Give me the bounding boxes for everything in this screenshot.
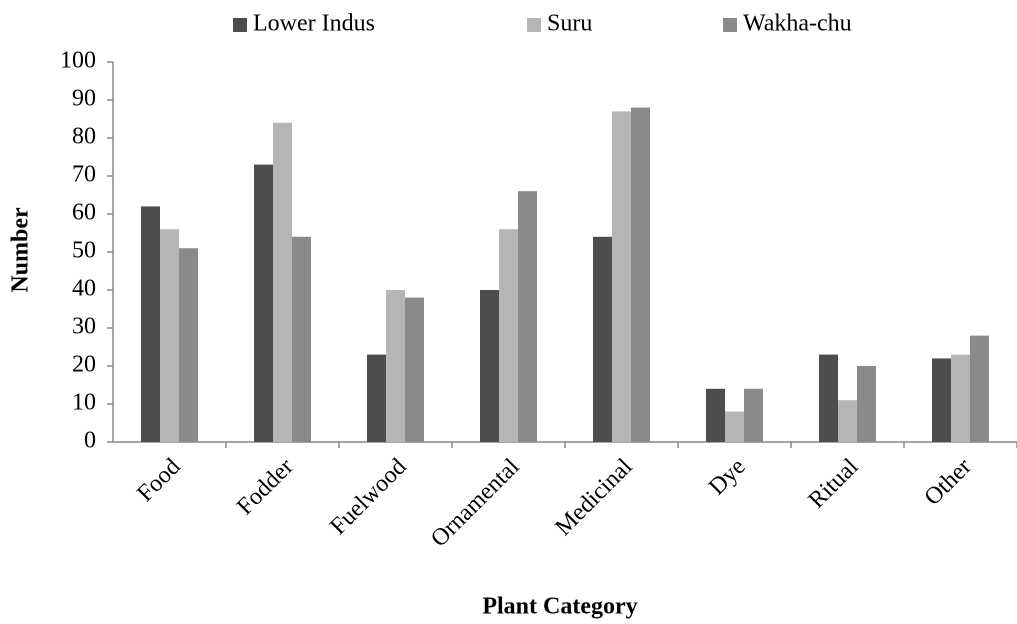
bar bbox=[951, 354, 970, 442]
bar bbox=[706, 388, 725, 442]
bar bbox=[273, 122, 292, 443]
y-tick-label: 100 bbox=[60, 48, 96, 74]
bar bbox=[593, 236, 612, 442]
x-tick-label: Fodder bbox=[232, 454, 298, 520]
y-tick-label: 40 bbox=[72, 276, 96, 302]
y-tick-label: 30 bbox=[72, 314, 96, 340]
bar bbox=[292, 236, 311, 442]
y-tick-label: 90 bbox=[72, 86, 96, 112]
bar bbox=[405, 297, 424, 442]
x-tick-label: Ornamental bbox=[426, 454, 525, 553]
bar bbox=[499, 229, 518, 442]
legend-label: Wakha-chu bbox=[743, 11, 852, 37]
bar bbox=[612, 111, 631, 443]
bar bbox=[631, 107, 650, 442]
legend-label: Lower Indus bbox=[253, 11, 375, 37]
legend-swatch bbox=[723, 18, 737, 32]
legend-swatch bbox=[527, 18, 541, 32]
bar bbox=[480, 290, 499, 442]
bar bbox=[857, 366, 876, 442]
y-tick-label: 50 bbox=[72, 238, 96, 264]
bar bbox=[744, 388, 763, 442]
y-axis-label: Number bbox=[8, 207, 34, 293]
y-tick-label: 20 bbox=[72, 352, 96, 378]
x-tick-label: Dye bbox=[704, 454, 751, 501]
y-tick-label: 60 bbox=[72, 200, 96, 226]
bar bbox=[819, 354, 838, 442]
legend-label: Suru bbox=[547, 11, 592, 37]
bar bbox=[838, 400, 857, 442]
bar bbox=[725, 411, 744, 442]
legend-swatch bbox=[233, 18, 247, 32]
x-tick-label: Other bbox=[920, 454, 977, 511]
bar bbox=[141, 206, 160, 442]
bar bbox=[518, 191, 537, 442]
bar bbox=[160, 229, 179, 442]
x-tick-label: Ritual bbox=[804, 454, 864, 514]
bar bbox=[179, 248, 198, 442]
bar bbox=[932, 358, 951, 442]
bar bbox=[386, 290, 405, 442]
y-tick-label: 10 bbox=[72, 390, 96, 416]
x-axis-label: Plant Category bbox=[482, 594, 637, 620]
x-tick-label: Fuelwood bbox=[325, 454, 411, 540]
x-tick-label: Medicinal bbox=[550, 454, 637, 541]
y-tick-label: 0 bbox=[84, 428, 96, 454]
x-tick-label: Food bbox=[132, 454, 185, 507]
y-tick-label: 70 bbox=[72, 162, 96, 188]
y-tick-label: 80 bbox=[72, 124, 96, 150]
bar bbox=[970, 335, 989, 442]
bar bbox=[367, 354, 386, 442]
bar bbox=[254, 164, 273, 442]
